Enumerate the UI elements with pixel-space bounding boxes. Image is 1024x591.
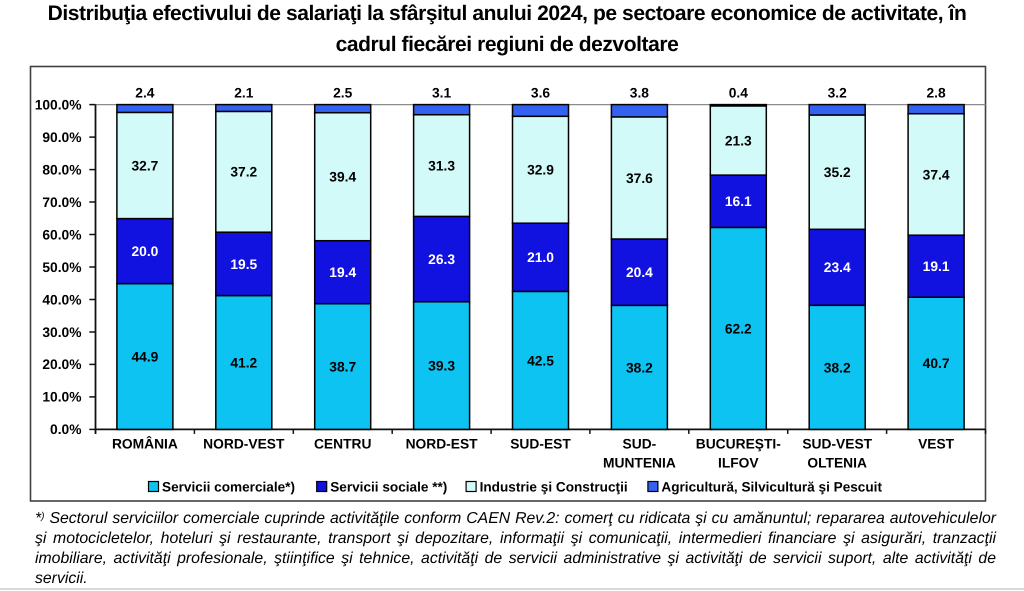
svg-text:ROMÂNIA: ROMÂNIA bbox=[112, 436, 178, 452]
svg-text:19.1: 19.1 bbox=[923, 259, 950, 274]
svg-text:19.4: 19.4 bbox=[329, 265, 356, 280]
svg-text:SUD-: SUD- bbox=[623, 437, 657, 452]
svg-text:3.8: 3.8 bbox=[630, 86, 650, 101]
svg-text:80.0%: 80.0% bbox=[42, 162, 81, 177]
svg-text:ILFOV: ILFOV bbox=[718, 456, 759, 471]
svg-text:SUD-VEST: SUD-VEST bbox=[802, 437, 872, 452]
svg-text:44.9: 44.9 bbox=[131, 349, 158, 364]
svg-text:VEST: VEST bbox=[918, 437, 955, 452]
svg-text:NORD-EST: NORD-EST bbox=[406, 437, 479, 452]
svg-text:38.2: 38.2 bbox=[824, 360, 851, 375]
svg-text:38.7: 38.7 bbox=[329, 360, 356, 375]
svg-text:32.7: 32.7 bbox=[131, 158, 158, 173]
svg-text:2.8: 2.8 bbox=[927, 86, 947, 101]
svg-text:2.1: 2.1 bbox=[234, 86, 254, 101]
svg-text:MUNTENIA: MUNTENIA bbox=[603, 456, 676, 471]
svg-text:3.6: 3.6 bbox=[531, 86, 551, 101]
svg-text:Servicii sociale **): Servicii sociale **) bbox=[330, 479, 447, 494]
svg-text:0.0%: 0.0% bbox=[50, 422, 81, 437]
svg-text:38.2: 38.2 bbox=[626, 360, 653, 375]
svg-text:26.3: 26.3 bbox=[428, 252, 455, 267]
svg-text:20.0%: 20.0% bbox=[42, 357, 81, 372]
svg-text:60.0%: 60.0% bbox=[42, 227, 81, 242]
svg-text:39.3: 39.3 bbox=[428, 359, 455, 374]
svg-text:OLTENIA: OLTENIA bbox=[807, 456, 867, 471]
svg-text:Agricultură, Silvicultură şi P: Agricultură, Silvicultură şi Pescuit bbox=[661, 479, 882, 494]
svg-text:32.9: 32.9 bbox=[527, 163, 554, 178]
svg-text:2.4: 2.4 bbox=[135, 86, 155, 101]
svg-text:20.0: 20.0 bbox=[131, 244, 158, 259]
svg-text:40.0%: 40.0% bbox=[42, 292, 81, 307]
svg-text:2.5: 2.5 bbox=[333, 86, 353, 101]
svg-text:41.2: 41.2 bbox=[230, 355, 257, 370]
svg-text:Servicii comerciale*): Servicii comerciale*) bbox=[162, 479, 295, 494]
svg-text:40.7: 40.7 bbox=[923, 356, 950, 371]
svg-text:62.2: 62.2 bbox=[725, 321, 752, 336]
svg-text:100.0%: 100.0% bbox=[35, 97, 82, 112]
svg-text:NORD-VEST: NORD-VEST bbox=[203, 437, 285, 452]
svg-text:BUCUREŞTI-: BUCUREŞTI- bbox=[696, 437, 781, 452]
svg-text:37.4: 37.4 bbox=[923, 167, 950, 182]
svg-text:37.2: 37.2 bbox=[230, 165, 257, 180]
svg-text:3.2: 3.2 bbox=[828, 86, 848, 101]
svg-text:Industrie şi Construcţii: Industrie şi Construcţii bbox=[480, 479, 628, 494]
svg-text:37.6: 37.6 bbox=[626, 171, 653, 186]
svg-text:23.4: 23.4 bbox=[824, 260, 851, 275]
svg-text:31.3: 31.3 bbox=[428, 158, 455, 173]
svg-text:16.1: 16.1 bbox=[725, 194, 752, 209]
svg-text:21.3: 21.3 bbox=[725, 133, 752, 148]
svg-text:90.0%: 90.0% bbox=[42, 130, 81, 145]
svg-text:21.0: 21.0 bbox=[527, 250, 554, 265]
svg-text:0.4: 0.4 bbox=[729, 86, 749, 101]
svg-text:50.0%: 50.0% bbox=[42, 260, 81, 275]
svg-text:35.2: 35.2 bbox=[824, 165, 851, 180]
svg-text:19.5: 19.5 bbox=[230, 257, 257, 272]
svg-text:20.4: 20.4 bbox=[626, 265, 653, 280]
svg-text:CENTRU: CENTRU bbox=[314, 437, 372, 452]
svg-text:30.0%: 30.0% bbox=[42, 325, 81, 340]
svg-text:70.0%: 70.0% bbox=[42, 195, 81, 210]
svg-text:3.1: 3.1 bbox=[432, 86, 452, 101]
svg-text:39.4: 39.4 bbox=[329, 170, 356, 185]
svg-text:SUD-EST: SUD-EST bbox=[510, 437, 571, 452]
svg-text:42.5: 42.5 bbox=[527, 353, 554, 368]
svg-text:10.0%: 10.0% bbox=[42, 390, 81, 405]
